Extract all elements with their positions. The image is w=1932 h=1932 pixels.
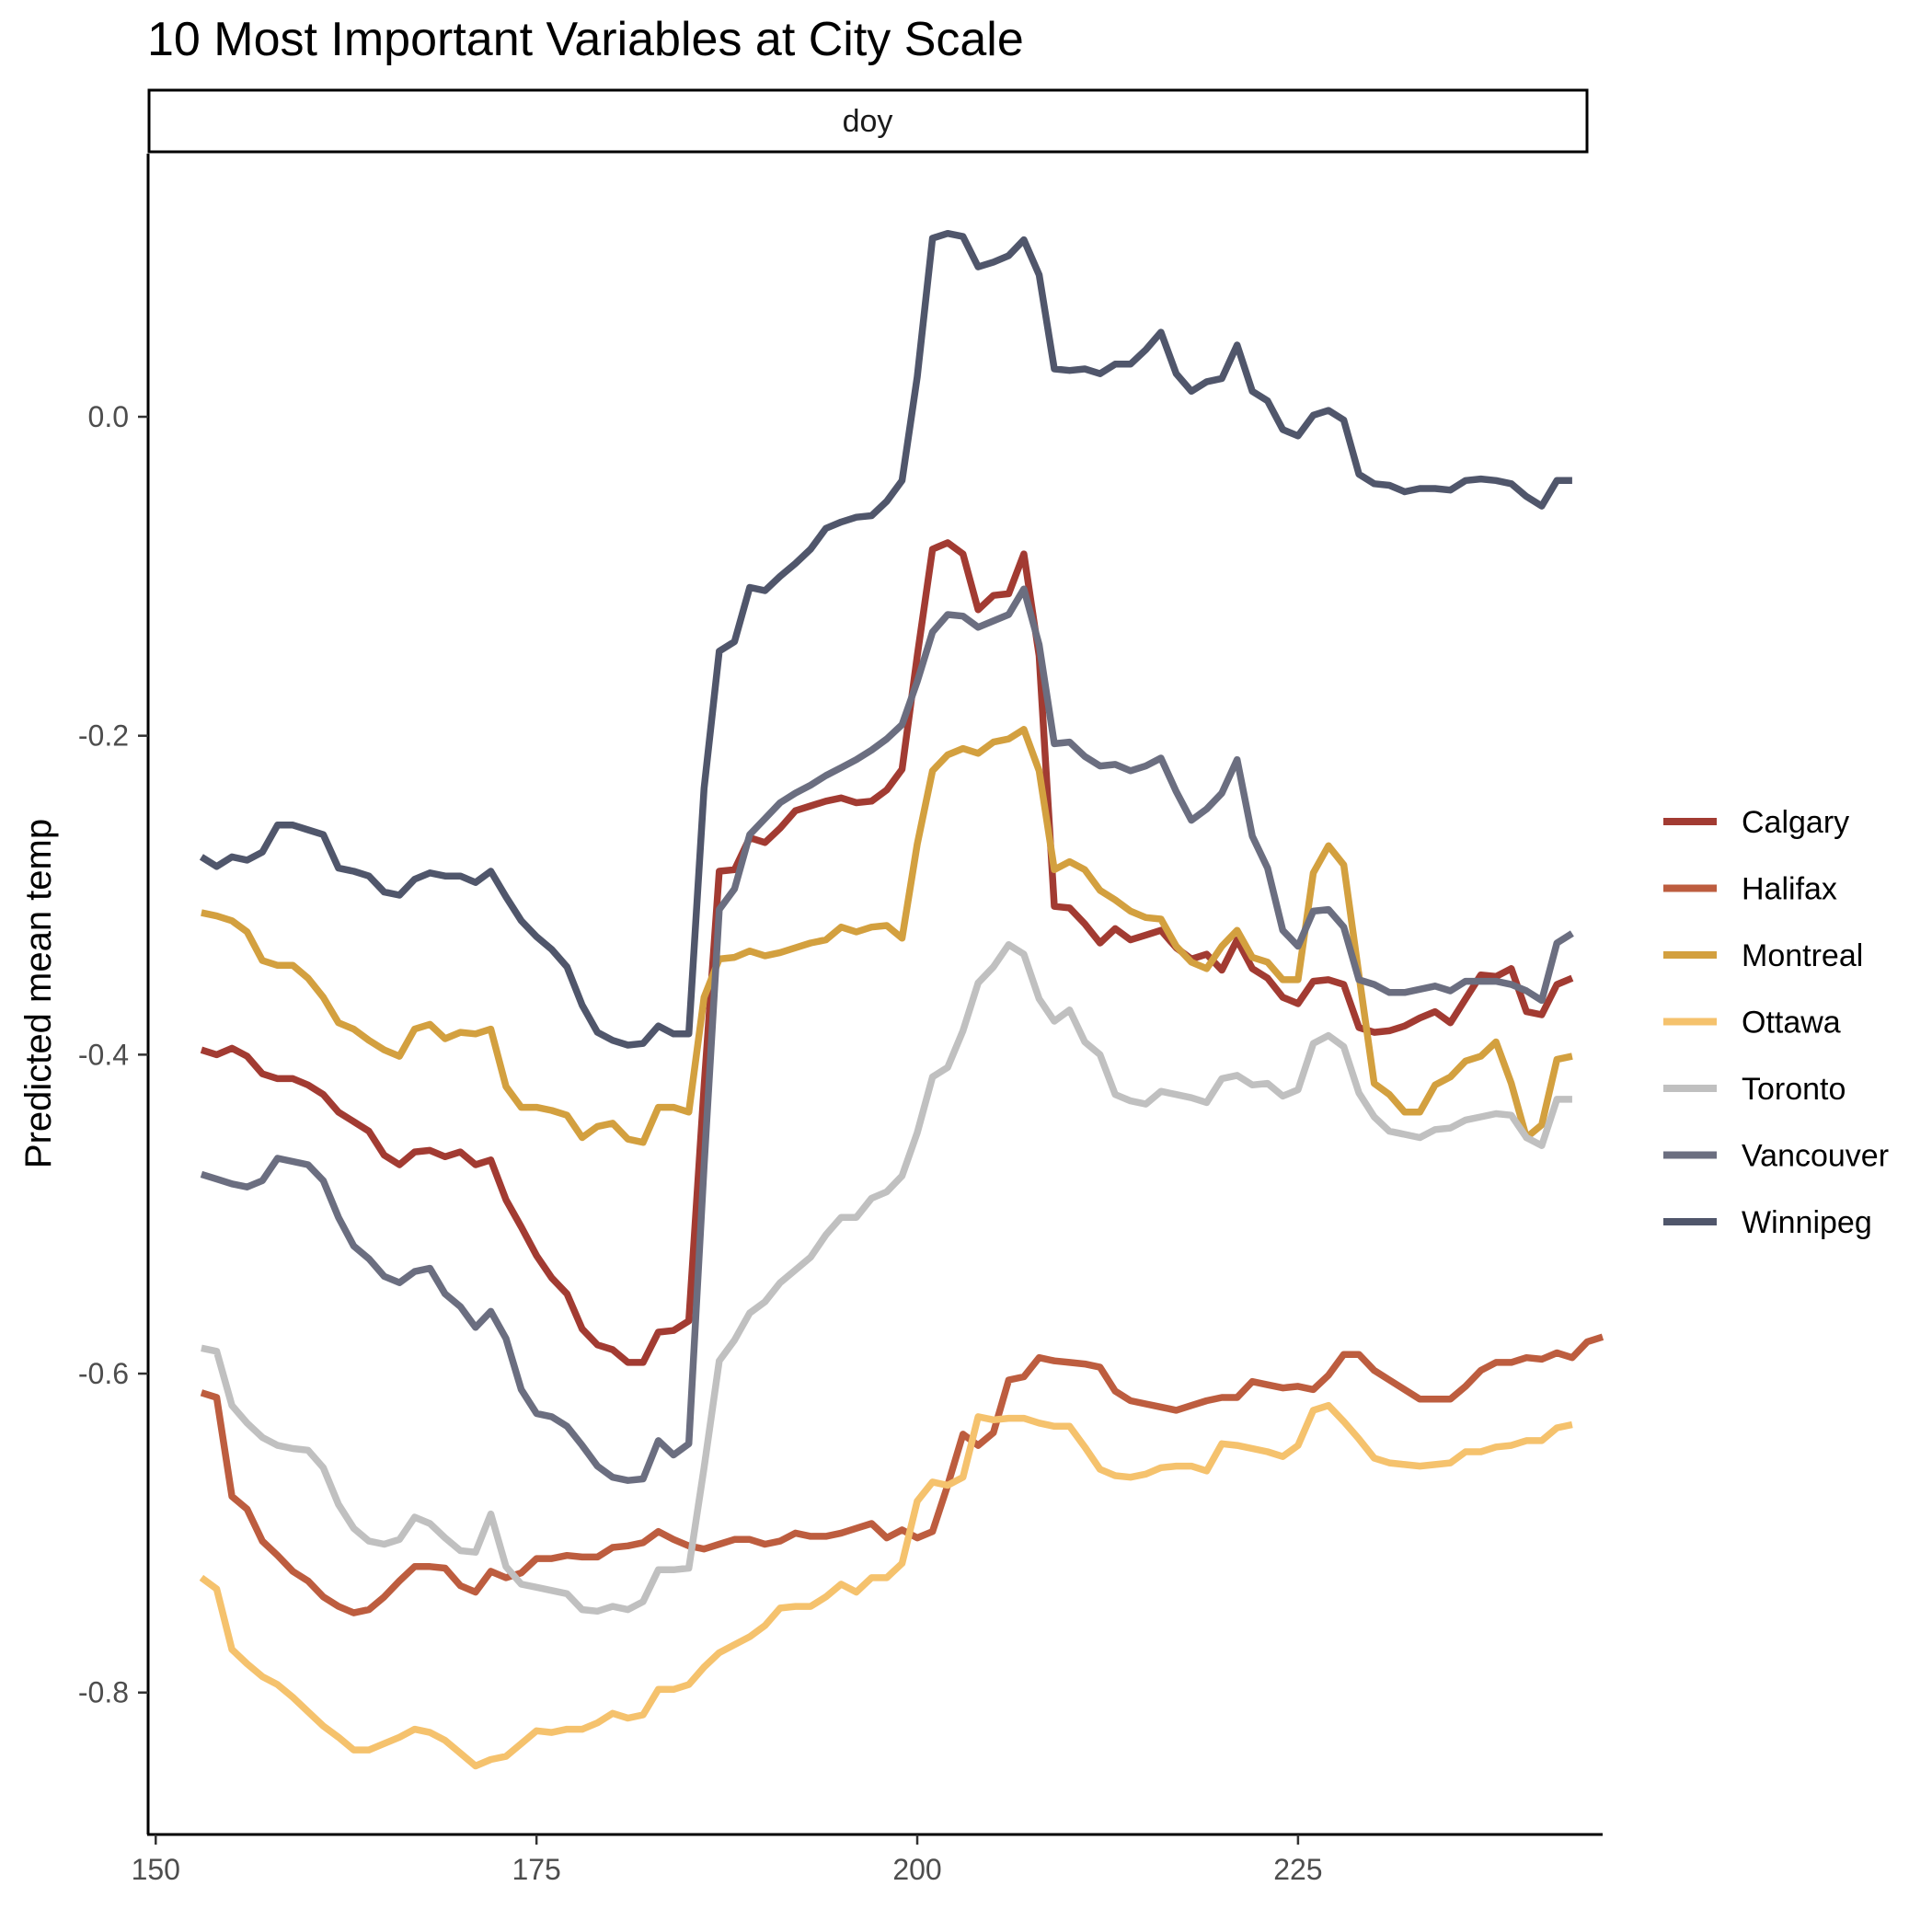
plot-panel: 0.0 -0.2 -0.4 -0.6 -0.8 150 175 200 225 xyxy=(78,154,1604,1886)
series-line-calgary xyxy=(200,539,1574,1366)
legend-label-ottawa: Ottawa xyxy=(1742,1006,1841,1041)
y-axis-title: Predicted mean temp xyxy=(18,819,59,1168)
legend-label-toronto: Toronto xyxy=(1742,1072,1846,1107)
y-tick-label: -0.6 xyxy=(78,1357,129,1390)
legend-label-calgary: Calgary xyxy=(1742,805,1849,840)
series-line-vancouver xyxy=(200,585,1574,1484)
legend: Calgary Halifax Montreal Ottawa Toronto Vanco… xyxy=(1663,805,1889,1240)
legend-label-halifax: Halifax xyxy=(1742,872,1837,907)
x-tick-label: 150 xyxy=(132,1853,180,1886)
legend-label-montreal: Montreal xyxy=(1742,938,1863,973)
y-tick-label: -0.8 xyxy=(78,1676,129,1709)
chart-title: 10 Most Important Variables at City Scal… xyxy=(147,13,1024,66)
facet-strip-label: doy xyxy=(843,104,893,139)
series-line-toronto xyxy=(201,941,1572,1616)
series-line-halifax xyxy=(200,1333,1604,1616)
y-tick-label: -0.2 xyxy=(78,719,129,753)
facet-strip-box xyxy=(147,88,1589,154)
series-layer xyxy=(199,229,1604,1770)
legend-label-winnipeg: Winnipeg xyxy=(1742,1205,1872,1240)
y-axis-ticks: 0.0 -0.2 -0.4 -0.6 -0.8 xyxy=(78,400,148,1709)
x-tick-label: 175 xyxy=(512,1853,560,1886)
series-line-winnipeg xyxy=(199,229,1572,1049)
y-tick-label: -0.4 xyxy=(78,1038,129,1071)
series-line-ottawa xyxy=(199,1401,1573,1770)
x-axis-ticks: 150 175 200 225 xyxy=(132,1834,1323,1886)
facet-strip: doy xyxy=(147,88,1589,154)
x-tick-label: 225 xyxy=(1273,1853,1322,1886)
y-tick-label: 0.0 xyxy=(88,400,129,433)
series-line-montreal xyxy=(201,726,1573,1146)
legend-label-vancouver: Vancouver xyxy=(1742,1139,1889,1174)
x-tick-label: 200 xyxy=(892,1853,941,1886)
